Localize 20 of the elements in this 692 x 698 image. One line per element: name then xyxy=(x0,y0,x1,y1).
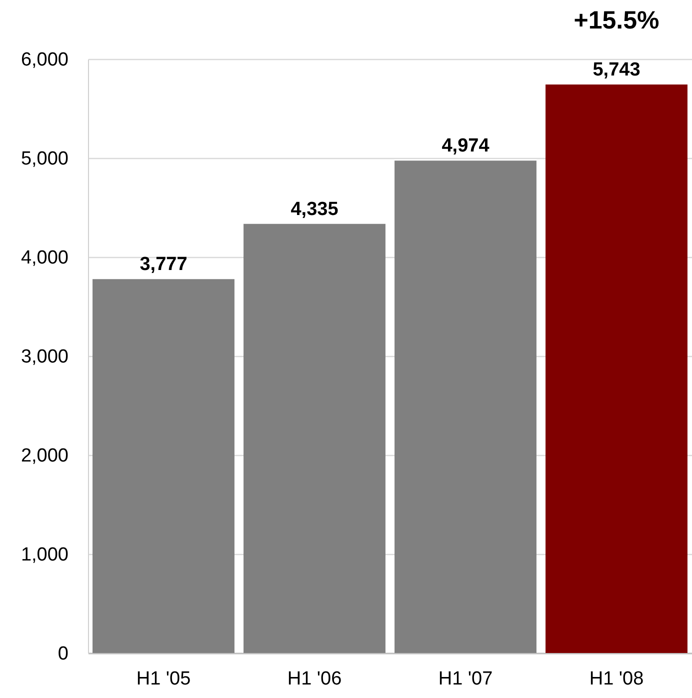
x-tick-label: H1 '08 xyxy=(589,668,644,690)
data-label: 4,335 xyxy=(290,198,339,220)
x-tick-label: H1 '05 xyxy=(136,668,191,690)
y-tick-label: 2,000 xyxy=(20,446,68,466)
x-tick-label: H1 '07 xyxy=(438,668,493,690)
y-tick-label: 1,000 xyxy=(20,544,68,566)
bar xyxy=(244,224,386,653)
data-label: 5,743 xyxy=(592,59,640,80)
data-label: 4,974 xyxy=(442,136,490,157)
bar xyxy=(394,160,536,653)
bar xyxy=(92,279,234,653)
y-tick-label: 5,000 xyxy=(20,148,68,170)
y-tick-label: 0 xyxy=(58,644,68,664)
y-tick-label: 6,000 xyxy=(20,50,68,70)
y-tick-label: 3,000 xyxy=(20,346,68,368)
y-tick-label: 4,000 xyxy=(20,248,68,268)
bar xyxy=(546,84,688,653)
x-tick-label: H1 '06 xyxy=(287,668,342,690)
annotation: +15.5% xyxy=(574,6,660,34)
data-label: 3,777 xyxy=(140,254,188,276)
